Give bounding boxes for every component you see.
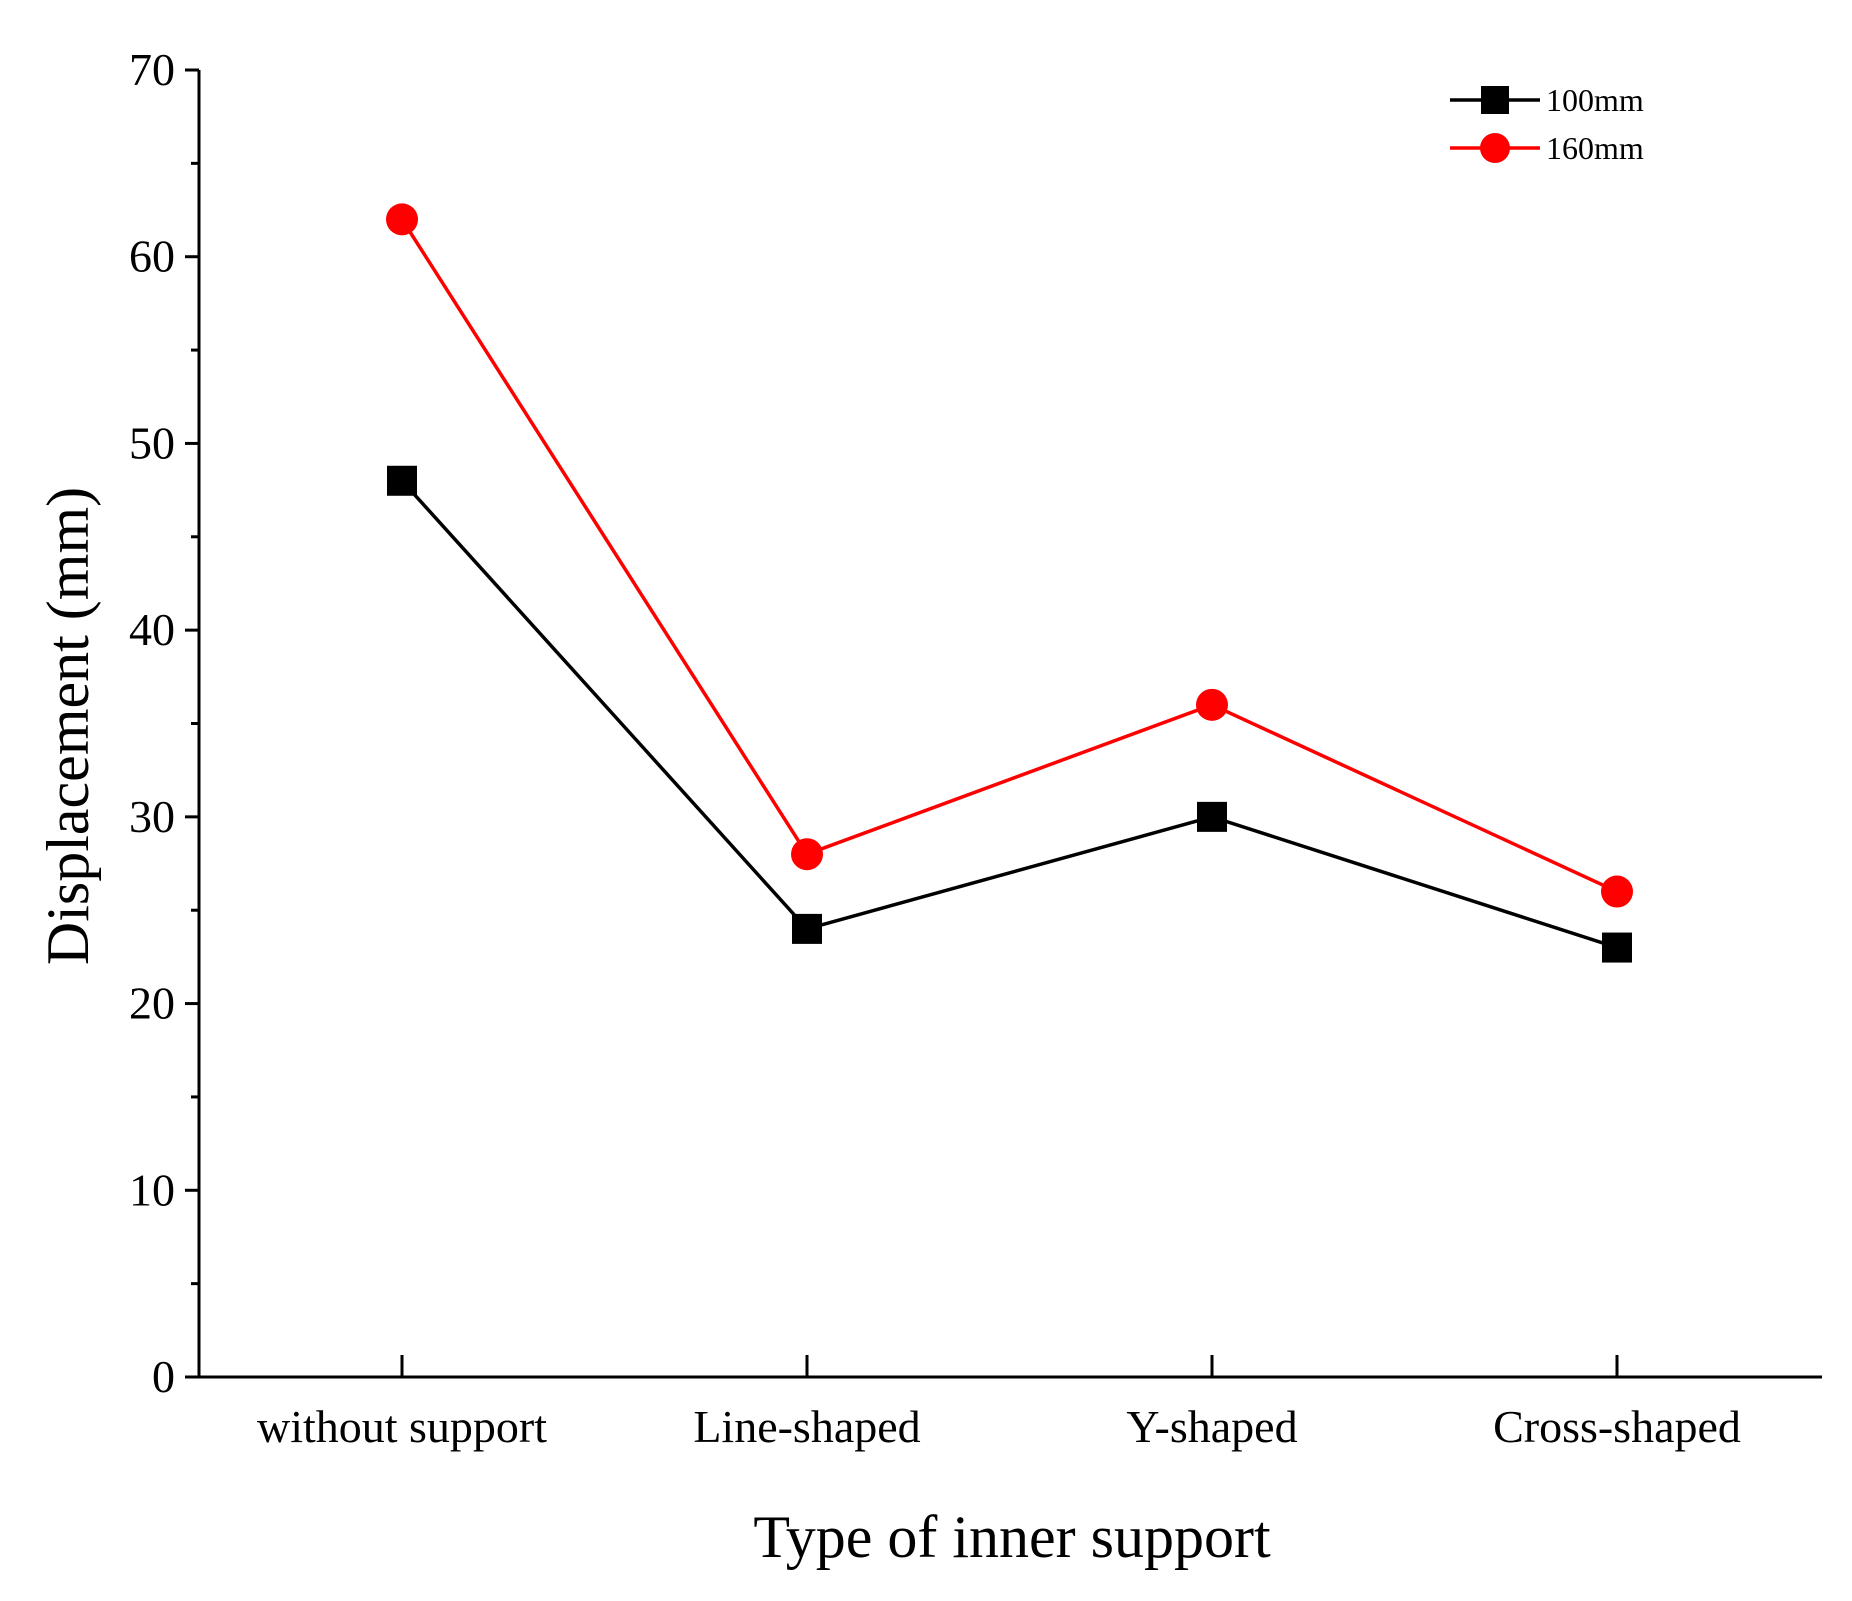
x-tick-label-1: Line-shaped [693, 1401, 920, 1452]
y-tick-label-30: 30 [129, 791, 175, 842]
y-axis-title: Displacement (mm) [35, 487, 101, 965]
y-tick-label-50: 50 [129, 417, 175, 468]
point-160mm-2 [1196, 688, 1228, 721]
legend-marker-100mm [1481, 86, 1509, 114]
x-tick-label-3: Cross-shaped [1493, 1401, 1741, 1452]
x-axis-title: Type of inner support [753, 1504, 1271, 1570]
x-tick-label-2: Y-shaped [1126, 1401, 1297, 1452]
y-tick-label-10: 10 [129, 1164, 175, 1215]
legend-entry-160mm: 160mm [1450, 130, 1644, 166]
legend-entry-100mm: 100mm [1450, 82, 1644, 118]
series-100mm [387, 465, 1632, 963]
point-160mm-0 [386, 203, 418, 236]
y-tick-label-60: 60 [129, 231, 175, 282]
point-100mm-0 [387, 465, 417, 496]
series-line-160mm [400, 218, 1618, 894]
series-layer [386, 203, 1633, 963]
x-tick-label-0: without support [257, 1401, 547, 1452]
series-160mm [386, 203, 1633, 908]
legend-marker-160mm [1480, 133, 1510, 163]
legend-label-100mm: 100mm [1546, 82, 1644, 118]
point-100mm-3 [1602, 932, 1632, 963]
point-160mm-1 [791, 838, 823, 871]
point-160mm-3 [1601, 875, 1633, 908]
axes: 0 10 20 30 40 50 60 70 without support Line-shape… [129, 44, 1822, 1452]
point-100mm-2 [1197, 801, 1227, 832]
legend: 100mm 160mm [1450, 82, 1644, 166]
y-tick-label-70: 70 [129, 44, 175, 95]
y-tick-label-40: 40 [129, 604, 175, 655]
y-tick-label-0: 0 [152, 1351, 175, 1402]
y-tick-label-20: 20 [129, 978, 175, 1029]
point-100mm-1 [792, 913, 822, 944]
series-line-100mm [400, 479, 1618, 950]
legend-label-160mm: 160mm [1546, 130, 1644, 166]
